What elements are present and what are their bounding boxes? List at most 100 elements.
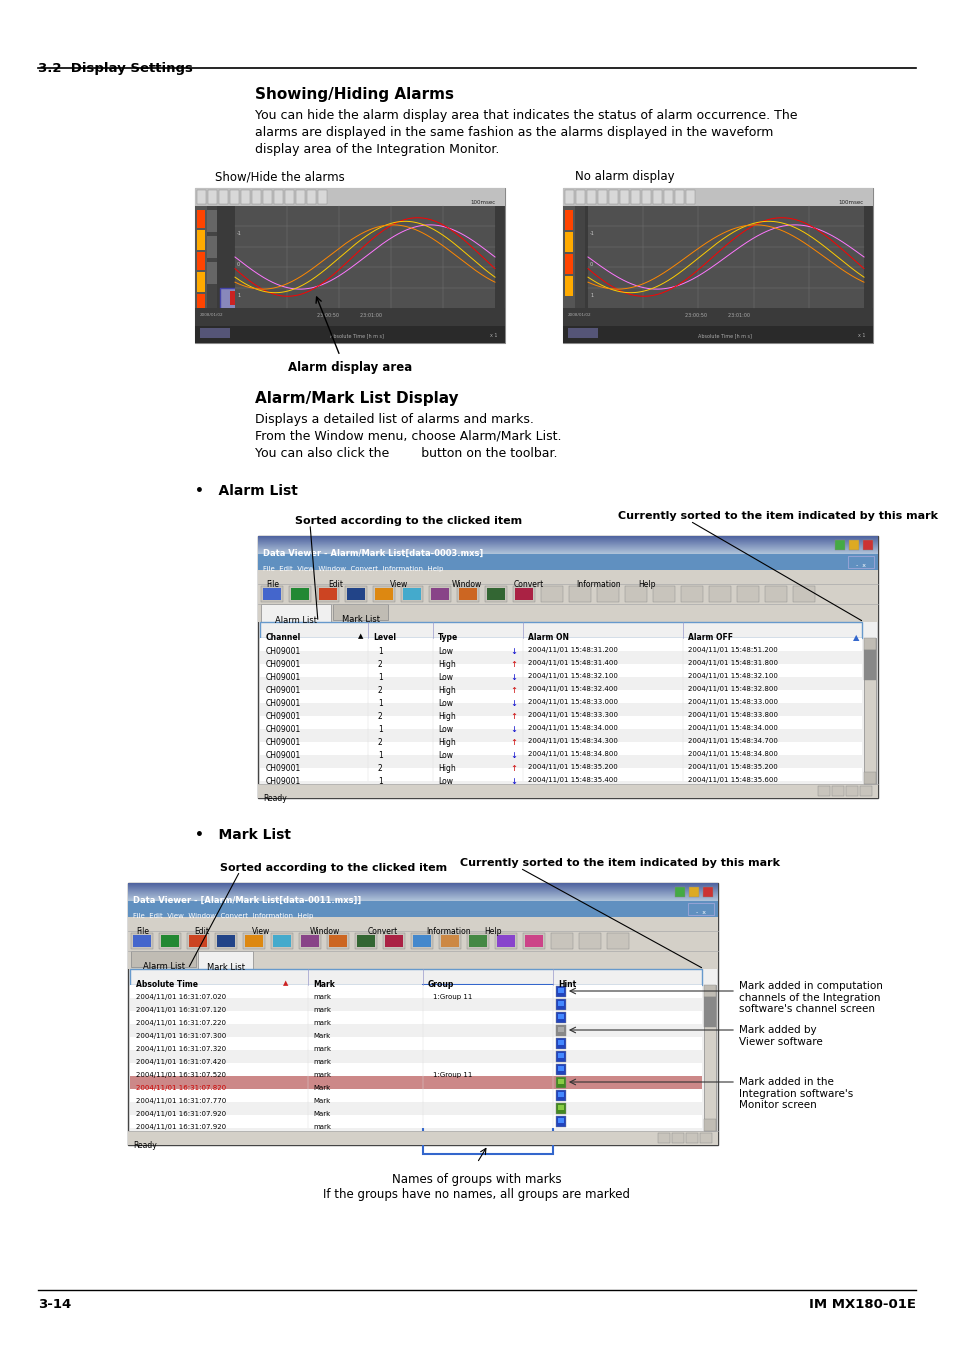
Bar	[456, 586, 478, 602]
Bar	[675, 887, 684, 896]
Text: High: High	[437, 660, 456, 670]
Bar	[128, 883, 718, 1145]
Text: 2004/11/01 16:31:07.320: 2004/11/01 16:31:07.320	[136, 1046, 226, 1052]
Text: mark: mark	[313, 1125, 331, 1130]
Bar	[556, 999, 565, 1010]
Bar	[556, 1012, 565, 1023]
Text: CH09001: CH09001	[266, 647, 301, 656]
Bar	[289, 586, 311, 602]
Bar	[260, 743, 862, 755]
Bar	[317, 190, 327, 204]
Bar	[663, 190, 672, 204]
Bar	[273, 936, 291, 946]
Bar	[831, 786, 843, 796]
Text: 2: 2	[377, 711, 382, 721]
Text: Alarm List: Alarm List	[274, 616, 316, 625]
Text: High: High	[437, 686, 456, 695]
Bar	[564, 211, 573, 230]
Text: CH09001: CH09001	[266, 674, 301, 682]
Bar	[685, 190, 695, 204]
Bar	[568, 586, 590, 602]
Text: -1: -1	[589, 231, 595, 236]
Bar	[486, 589, 504, 599]
Text: 2004/11/01 15:48:32.100: 2004/11/01 15:48:32.100	[527, 674, 618, 679]
Bar	[194, 308, 504, 325]
Text: High: High	[437, 711, 456, 721]
Bar	[522, 933, 544, 949]
Bar	[688, 887, 699, 896]
Bar	[558, 1106, 563, 1110]
Text: Window: Window	[310, 927, 340, 936]
Bar	[130, 1089, 701, 1102]
Text: 1: 1	[377, 674, 382, 682]
Bar	[848, 540, 858, 549]
Text: 0: 0	[589, 262, 593, 267]
Bar	[198, 950, 253, 969]
Text: 2008/01/02: 2008/01/02	[567, 313, 591, 317]
Text: 2004/11/01 15:48:32.400: 2004/11/01 15:48:32.400	[527, 686, 618, 693]
Bar	[208, 190, 216, 204]
Bar	[196, 271, 205, 292]
Text: 2004/11/01 15:48:34.800: 2004/11/01 15:48:34.800	[687, 751, 777, 757]
Text: Convert: Convert	[368, 927, 397, 936]
Text: No alarm display: No alarm display	[575, 170, 674, 184]
Text: Mark: Mark	[313, 1033, 330, 1040]
Bar	[257, 784, 877, 798]
Bar	[375, 589, 393, 599]
Text: Edit: Edit	[328, 580, 343, 589]
Text: mark: mark	[313, 1072, 331, 1079]
Text: Low: Low	[437, 647, 453, 656]
Text: Information: Information	[576, 580, 620, 589]
Bar	[189, 936, 207, 946]
Text: 3-14: 3-14	[38, 1297, 71, 1311]
Bar	[128, 900, 718, 917]
Bar	[130, 998, 701, 1011]
Text: Mark: Mark	[313, 980, 335, 990]
Bar	[260, 729, 862, 742]
Text: ↑: ↑	[510, 711, 517, 721]
Text: Convert: Convert	[514, 580, 543, 589]
Bar	[540, 586, 562, 602]
Text: View: View	[390, 580, 408, 589]
Bar	[252, 190, 261, 204]
Bar	[556, 1116, 565, 1127]
Text: 2004/11/01 16:31:07.770: 2004/11/01 16:31:07.770	[136, 1098, 226, 1104]
Text: 1: 1	[377, 647, 382, 656]
Bar	[484, 586, 506, 602]
Text: Sorted according to the clicked item: Sorted according to the clicked item	[220, 863, 447, 873]
Bar	[558, 988, 563, 994]
Bar	[764, 586, 786, 602]
Bar	[291, 589, 309, 599]
Bar	[330, 292, 357, 305]
Bar	[194, 188, 504, 343]
Text: Channel: Channel	[266, 633, 301, 643]
Bar	[130, 1050, 701, 1062]
Bar	[216, 936, 234, 946]
Text: 1: 1	[589, 293, 593, 297]
Text: 2004/11/01 15:48:34.700: 2004/11/01 15:48:34.700	[687, 738, 777, 744]
Bar	[130, 969, 701, 986]
Bar	[196, 230, 205, 250]
Bar	[524, 936, 542, 946]
Text: 1: 1	[236, 293, 240, 297]
Text: Low: Low	[437, 751, 453, 760]
Bar	[658, 1133, 669, 1143]
Bar	[355, 933, 376, 949]
Bar	[558, 1066, 563, 1071]
Bar	[196, 252, 205, 270]
Text: ↓: ↓	[510, 778, 517, 786]
Text: 1: 1	[377, 778, 382, 786]
Bar	[562, 308, 872, 325]
Bar	[196, 294, 205, 312]
Bar	[260, 622, 862, 639]
Bar	[708, 586, 730, 602]
Text: Sorted according to the clicked item: Sorted according to the clicked item	[294, 516, 521, 526]
Text: 2004/11/01 15:48:32.800: 2004/11/01 15:48:32.800	[687, 686, 777, 693]
Bar	[285, 190, 294, 204]
Text: 2004/11/01 16:31:07.420: 2004/11/01 16:31:07.420	[136, 1058, 226, 1065]
Bar	[671, 1133, 683, 1143]
Bar	[700, 1133, 711, 1143]
Text: Alarm display area: Alarm display area	[288, 360, 412, 374]
Text: High: High	[437, 738, 456, 747]
Text: Data Viewer - Alarm/Mark List[data-0003.mxs]: Data Viewer - Alarm/Mark List[data-0003.…	[263, 549, 483, 558]
